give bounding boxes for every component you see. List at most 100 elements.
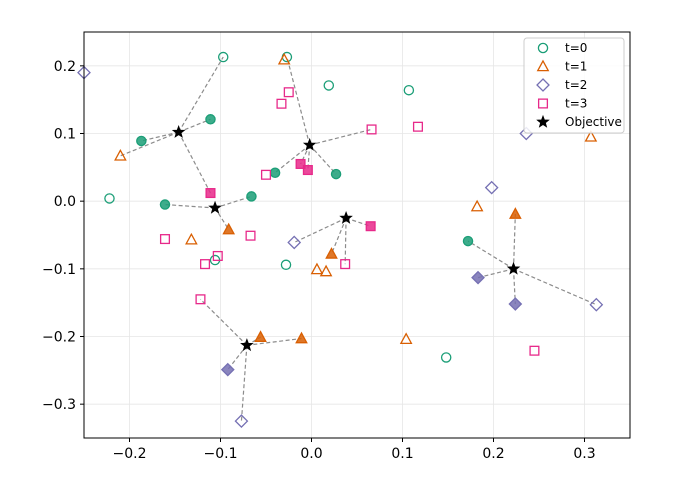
objective-star: [240, 338, 254, 352]
connection-line: [178, 118, 211, 133]
t0-circle-hollow-point: [323, 80, 335, 91]
connection-line: [286, 56, 311, 146]
legend-box: [523, 37, 625, 134]
t3-square-hollow-point: [159, 234, 171, 245]
connection-line: [309, 144, 337, 175]
y-tick-label: 0.0: [54, 194, 76, 210]
t3-square-filled-point: [205, 188, 216, 199]
connection-line: [214, 207, 230, 230]
t0-circle-filled-point: [205, 114, 216, 125]
t0-circle-filled-point: [136, 135, 147, 147]
connection-line: [120, 131, 179, 157]
t1-triangle-hollow-point: [399, 332, 413, 344]
t3-square-hollow-point: [412, 121, 423, 132]
legend-objective-label: Objective: [565, 115, 622, 129]
connection-line: [240, 345, 248, 422]
y-tick-label: 0.1: [54, 127, 76, 143]
t3-square-hollow-point: [195, 294, 206, 305]
connection-line: [293, 217, 347, 243]
t2-diamond-filled-point: [471, 270, 485, 285]
objective-star: [506, 261, 521, 275]
legend-t3-marker: [537, 98, 549, 109]
t3-square-filled-point: [295, 158, 306, 169]
connection-line: [227, 344, 248, 371]
objective-star: [339, 210, 353, 224]
x-tick-label: 0.3: [573, 446, 595, 462]
connection-line: [513, 268, 597, 306]
t0-circle-filled-point: [269, 167, 281, 178]
legend-t1-marker: [536, 59, 550, 72]
legend-t3-label: t=3: [565, 97, 587, 111]
t1-triangle-hollow-point: [310, 262, 324, 275]
x-tick-label: −0.1: [204, 446, 238, 462]
t3-square-hollow-point: [276, 98, 287, 109]
t1-triangle-hollow-point: [114, 148, 127, 161]
legend-t0-label: t=0: [565, 41, 587, 55]
data-markers: [77, 51, 604, 428]
t0-circle-hollow-point: [403, 84, 415, 96]
t3-square-filled-point: [365, 221, 376, 232]
x-tick-label: 0.2: [482, 446, 504, 462]
t0-circle-filled-point: [330, 168, 342, 180]
connection-line: [344, 218, 347, 265]
connection-line: [164, 203, 216, 209]
t2-diamond-hollow-point: [234, 414, 249, 428]
t3-square-hollow-point: [212, 250, 223, 261]
t2-diamond-hollow-point: [484, 180, 499, 195]
connection-line: [246, 337, 302, 346]
legend-t2-marker: [536, 78, 550, 92]
t0-circle-hollow-point: [104, 193, 115, 204]
t1-triangle-hollow-point: [470, 199, 484, 212]
connection-line: [274, 144, 311, 174]
x-tick-label: 0.1: [391, 446, 413, 462]
connection-line: [309, 128, 372, 146]
t3-square-hollow-point: [340, 259, 351, 270]
t3-square-hollow-point: [260, 169, 272, 180]
t1-triangle-filled-point: [254, 330, 267, 342]
t1-triangle-filled-point: [222, 222, 236, 235]
t3-square-filled-point: [302, 165, 313, 176]
t2-diamond-hollow-point: [287, 235, 302, 250]
objective-star: [171, 125, 186, 138]
x-tick-label: 0.0: [300, 446, 322, 462]
t1-triangle-filled-point: [509, 207, 522, 219]
t2-diamond-filled-point: [220, 362, 235, 377]
t3-square-hollow-point: [200, 259, 211, 270]
t1-triangle-hollow-point: [584, 130, 598, 142]
t0-circle-hollow-point: [440, 352, 452, 363]
plot-frame: [83, 31, 631, 439]
t2-diamond-hollow-point: [589, 297, 604, 312]
y-tick-label: 0.2: [54, 59, 76, 75]
connection-line: [467, 240, 514, 270]
x-tick-label: −0.2: [113, 446, 147, 462]
t0-circle-hollow-point: [217, 51, 229, 63]
t1-triangle-filled-point: [325, 247, 338, 259]
t3-square-hollow-point: [366, 124, 377, 135]
t3-square-hollow-point: [245, 230, 256, 241]
legend-t0-marker: [537, 42, 549, 54]
y-tick-label: −0.3: [42, 397, 76, 413]
legend-objective-marker: [536, 114, 550, 128]
t3-square-hollow-point: [529, 345, 540, 356]
y-tick-label: −0.1: [42, 262, 76, 278]
t0-circle-filled-point: [159, 199, 171, 210]
t1-triangle-hollow-point: [319, 264, 333, 277]
y-tick-label: −0.2: [42, 330, 76, 346]
legend: t=0 t=1 t=2 t=3 Objective: [523, 37, 625, 134]
t0-circle-hollow-point: [280, 259, 292, 271]
legend-t1-label: t=1: [565, 60, 587, 74]
connection-line: [178, 56, 224, 133]
connection-line: [178, 131, 212, 194]
t1-triangle-hollow-point: [277, 52, 291, 65]
t0-circle-filled-point: [462, 235, 474, 247]
legend-t2-label: t=2: [565, 78, 587, 92]
axis-ticks: −0.2 −0.1 0.0 0.1 0.2 0.3 −0.3 −0.2 −0.1 0.0 0.1 0.…: [42, 59, 596, 462]
t2-diamond-filled-point: [508, 297, 523, 311]
t1-triangle-filled-point: [295, 331, 308, 344]
t0-circle-filled-point: [246, 191, 257, 202]
objective-star: [302, 137, 317, 151]
objective-star: [208, 200, 222, 214]
connection-line: [200, 298, 248, 346]
connection-line: [512, 214, 516, 269]
t1-triangle-hollow-point: [185, 232, 198, 245]
